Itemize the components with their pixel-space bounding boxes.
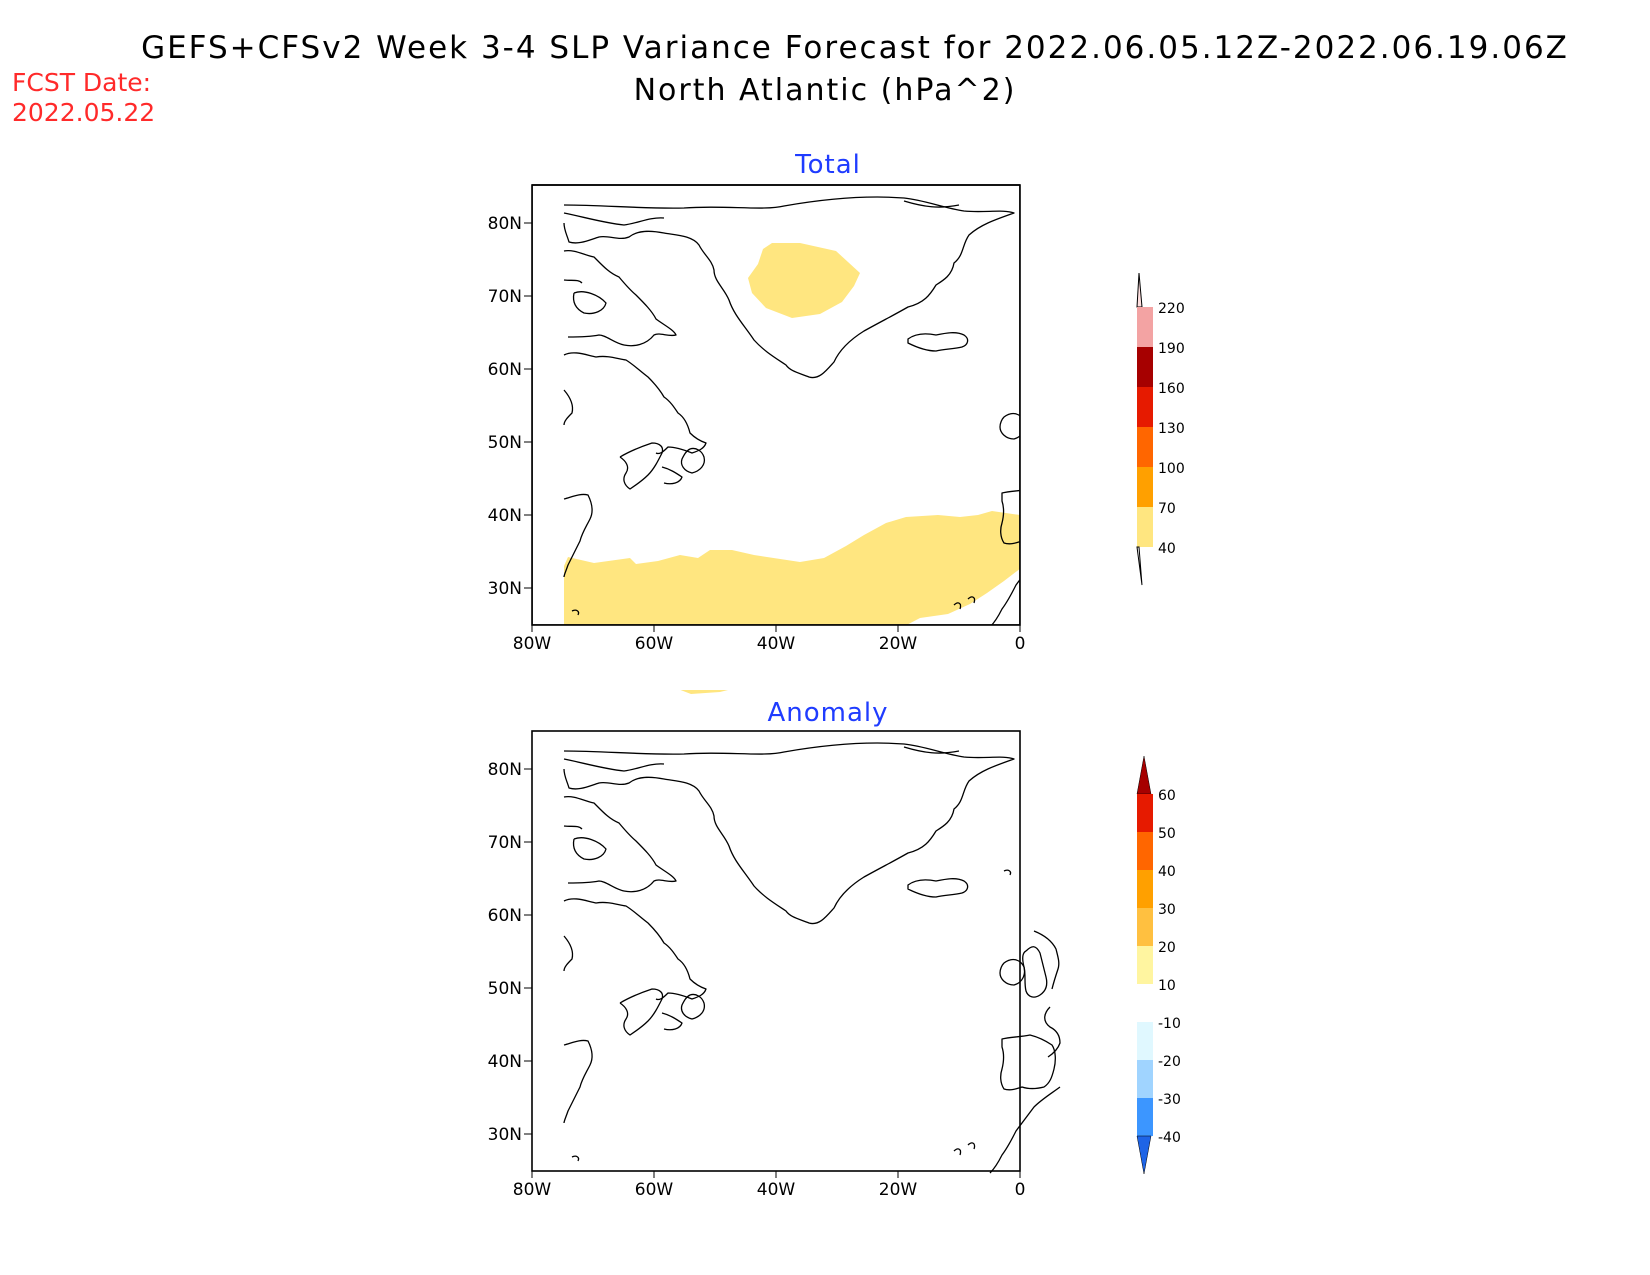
cb2-label-n20: -20 [1158,1054,1181,1070]
cb1-bin-130 [1137,387,1153,427]
cb2-bin-n20-n10 [1137,1022,1153,1060]
panel-title-anomaly: Anomaly [767,698,889,728]
cb2-label-30: 30 [1158,902,1176,918]
forecast-date-value: 2022.05.22 [12,98,156,127]
cb1-top-cap [1136,272,1143,308]
cb2-bin-20-30 [1137,908,1153,946]
cb1-bottom-cap [1136,546,1143,586]
cb2-bin-n10-10 [1137,984,1153,1022]
anomaly-lat-axis: 80N 70N 60N 50N 40N 30N [488,760,532,1145]
lon-tick-0: 0 [1015,634,1026,654]
main-title: GEFS+CFSv2 Week 3-4 SLP Variance Forecas… [141,30,1569,66]
lat-tick-60N: 60N [488,360,522,380]
total-map: 80N 70N 60N 50N 40N 30N 80W 60W 40W 20W … [460,180,1220,694]
lat-tick-70N: 70N [488,833,522,853]
cb1-label-130: 130 [1158,421,1185,437]
lon-tick-40W: 40W [757,1180,796,1200]
lat-tick-40N: 40N [488,506,522,526]
cb1-label-220: 220 [1158,301,1185,317]
lat-tick-80N: 80N [488,214,522,234]
anomaly-map: 80N 70N 60N 50N 40N 30N 80W 60W 40W 20W … [488,730,1061,1200]
cb2-label-n40: -40 [1158,1130,1181,1146]
lon-tick-40W: 40W [757,634,796,654]
cb2-bin-50-60 [1137,794,1153,832]
lon-tick-20W: 20W [879,634,918,654]
cb2-bin-10-20 [1137,946,1153,984]
lat-tick-80N: 80N [488,760,522,780]
lon-tick-60W: 60W [635,634,674,654]
cb2-label-40: 40 [1158,864,1176,880]
total-colorbar: 220 190 160 130 100 70 40 [1136,272,1185,586]
cb1-label-160: 160 [1158,381,1185,397]
lon-tick-20W: 20W [879,1180,918,1200]
lon-tick-80W: 80W [513,1180,552,1200]
lon-tick-60W: 60W [635,1180,674,1200]
cb2-label-20: 20 [1158,940,1176,956]
subtitle: North Atlantic (hPa^2) [633,73,1017,108]
anomaly-lon-axis: 80W 60W 40W 20W 0 [513,1171,1026,1200]
cb2-bin-n30-n20 [1137,1060,1153,1098]
total-lon-axis: 80W 60W 40W 20W 0 [513,625,1026,654]
lon-tick-0: 0 [1015,1180,1026,1200]
lat-tick-70N: 70N [488,287,522,307]
lat-tick-50N: 50N [488,433,522,453]
shade-greenland-patch [748,243,860,318]
cb2-label-n10: -10 [1158,1016,1181,1032]
cb1-label-40: 40 [1158,541,1176,557]
cb2-label-10: 10 [1158,978,1176,994]
cb1-label-190: 190 [1158,341,1185,357]
cb1-bin-70 [1137,467,1153,507]
cb2-bin-30-40 [1137,870,1153,908]
cb1-bin-190 [1137,307,1153,347]
anomaly-colorbar: 60 50 40 30 20 10 -10 -20 -30 -40 [1136,755,1181,1175]
cb2-label-n30: -30 [1158,1092,1181,1108]
panel-title-total: Total [795,150,861,180]
cb2-bottom-cap [1136,1135,1152,1175]
cb1-bin-100 [1137,427,1153,467]
cb2-top-cap [1136,755,1152,795]
cb1-bin-160 [1137,347,1153,387]
anomaly-coastlines [563,742,1061,1174]
lat-tick-50N: 50N [488,979,522,999]
lat-tick-40N: 40N [488,1052,522,1072]
lat-tick-60N: 60N [488,906,522,926]
anomaly-frame [531,730,1021,1172]
cb1-label-100: 100 [1158,461,1185,477]
cb2-bin-n40-n30 [1137,1098,1153,1136]
cb2-label-50: 50 [1158,826,1176,842]
cb2-label-60: 60 [1158,788,1176,804]
lat-tick-30N: 30N [488,579,522,599]
cb1-label-70: 70 [1158,501,1176,517]
forecast-date-label: FCST Date: [12,68,152,97]
cb2-bin-40-50 [1137,832,1153,870]
lon-tick-80W: 80W [513,634,552,654]
cb1-bin-40 [1137,507,1153,547]
total-lat-axis: 80N 70N 60N 50N 40N 30N [488,214,532,599]
lat-tick-30N: 30N [488,1125,522,1145]
